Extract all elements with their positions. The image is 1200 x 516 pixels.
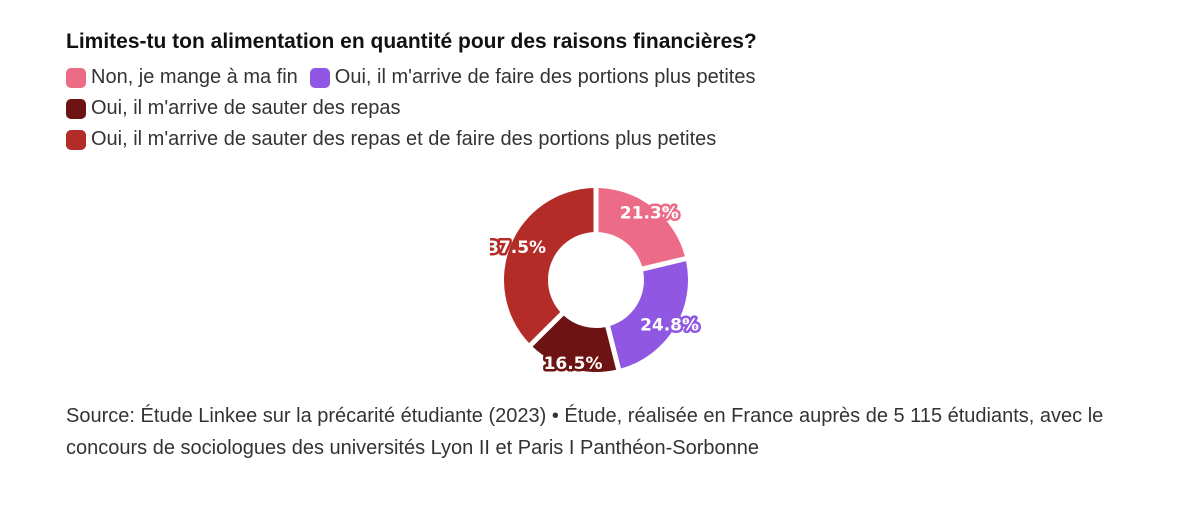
legend-swatch xyxy=(66,98,86,119)
source-note: Source: Étude Linkee sur la précarité ét… xyxy=(66,405,1104,459)
legend-item-portions-plus-petites[interactable]: Oui, il m'arrive de faire des portions p… xyxy=(309,66,756,89)
legend-row: Non, je mange à ma fin Oui, il m'arrive … xyxy=(66,62,767,93)
legend-label: Non, je mange à ma fin xyxy=(91,66,298,88)
chart-title: Limites-tu ton alimentation en quantité … xyxy=(66,30,757,53)
legend-label: Oui, il m'arrive de sauter des repas xyxy=(91,97,401,119)
legend-swatch xyxy=(309,67,330,88)
legend-swatch xyxy=(66,129,86,150)
donut-chart: 21.3% 24.8% 16.5% 37.5% xyxy=(490,188,702,376)
slice-label-sauter-et-portions: 37.5% xyxy=(490,238,546,258)
donut-slice-sauter-et-portions[interactable] xyxy=(504,188,594,344)
legend-row: Oui, il m'arrive de sauter des repas xyxy=(66,93,767,124)
slice-label-non-je-mange: 21.3% xyxy=(620,204,679,224)
donut-slice-sauter-des-repas[interactable] xyxy=(532,315,617,372)
donut-slice-non-je-mange[interactable] xyxy=(598,188,685,267)
legend-label: Oui, il m'arrive de faire des portions p… xyxy=(334,66,756,88)
legend: Non, je mange à ma fin Oui, il m'arrive … xyxy=(66,62,767,155)
legend-swatch xyxy=(66,67,86,88)
legend-item-non-je-mange[interactable]: Non, je mange à ma fin xyxy=(66,66,298,89)
legend-row: Oui, il m'arrive de sauter des repas et … xyxy=(66,124,767,155)
donut-slice-portions-plus-petites[interactable] xyxy=(610,261,688,369)
legend-item-sauter-des-repas[interactable]: Oui, il m'arrive de sauter des repas xyxy=(66,97,401,120)
slice-label-portions-plus-petites: 24.8% xyxy=(640,316,699,336)
slice-label-sauter-des-repas: 16.5% xyxy=(544,354,603,374)
legend-item-sauter-et-portions[interactable]: Oui, il m'arrive de sauter des repas et … xyxy=(66,128,716,151)
legend-label: Oui, il m'arrive de sauter des repas et … xyxy=(91,128,717,150)
